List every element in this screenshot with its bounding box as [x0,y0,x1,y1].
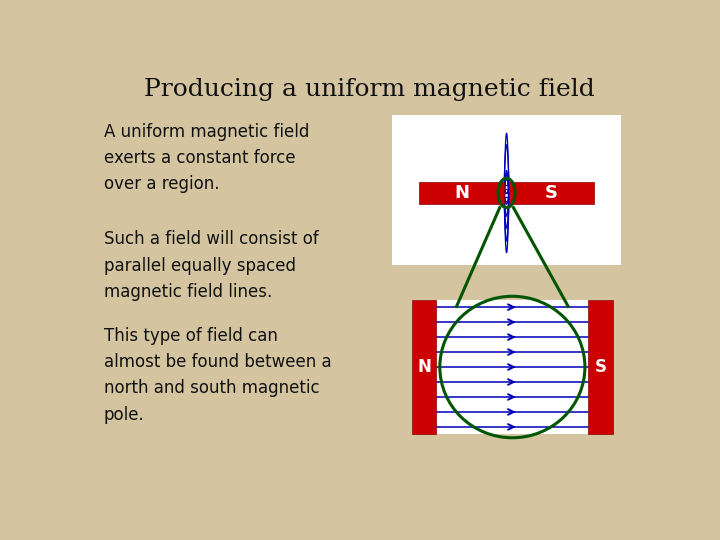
Bar [419,182,504,204]
Text: S: S [595,358,607,376]
Text: Producing a uniform magnetic field: Producing a uniform magnetic field [143,78,595,101]
Text: N: N [417,358,431,376]
Bar [588,300,613,434]
Text: S: S [545,184,558,202]
Bar [392,115,621,265]
Text: A uniform magnetic field
exerts a constant force
over a region.: A uniform magnetic field exerts a consta… [104,123,310,193]
Text: N: N [454,184,469,202]
Bar [412,300,613,434]
Bar [509,182,594,204]
Text: Such a field will consist of
parallel equally spaced
magnetic field lines.: Such a field will consist of parallel eq… [104,231,319,301]
Text: This type of field can
almost be found between a
north and south magnetic
pole.: This type of field can almost be found b… [104,327,332,424]
Bar [412,300,436,434]
